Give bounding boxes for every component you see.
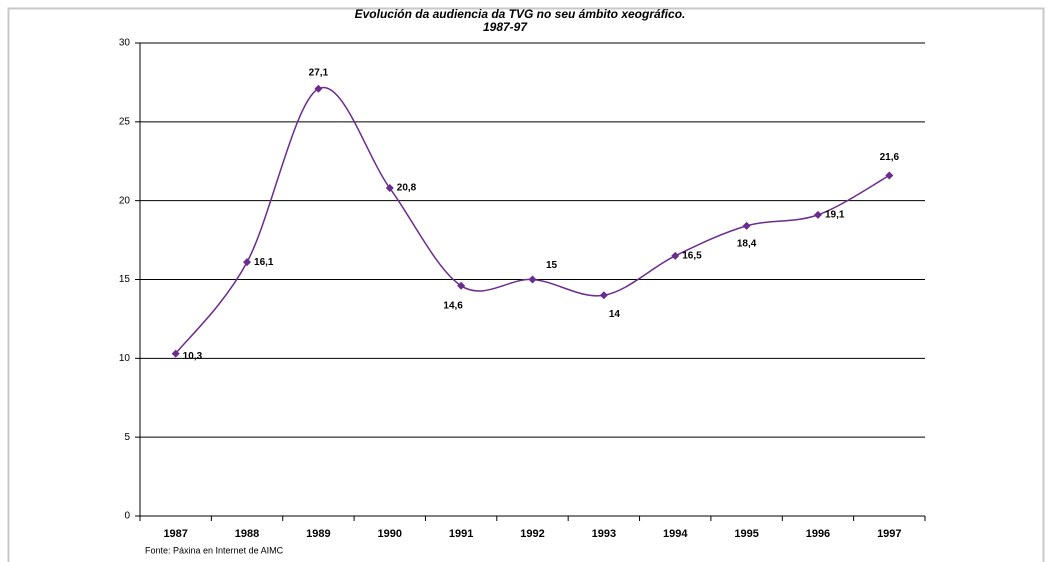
x-tick-label: 1997	[877, 528, 901, 540]
marker	[671, 251, 680, 260]
x-tick-label: 1995	[734, 528, 758, 540]
data-label: 27,1	[309, 67, 329, 78]
y-tick-label: 30	[119, 38, 131, 49]
data-label: 14	[609, 309, 621, 320]
data-label: 18,4	[737, 239, 757, 250]
data-label: 14,6	[443, 300, 463, 311]
marker	[742, 221, 751, 230]
y-tick-label: 20	[119, 195, 131, 206]
line	[175, 86, 890, 355]
data-label: 16,5	[682, 250, 702, 261]
data-label: 20,8	[397, 183, 417, 194]
chart-title: Evolución da audiencia da TVG no seu ámb…	[355, 7, 686, 21]
source-note: Fonte: Páxina en Internet de AIMC	[145, 545, 284, 555]
x-tick-label: 1988	[235, 528, 259, 540]
data-label: 10,3	[183, 351, 203, 362]
data-label: 15	[546, 260, 558, 271]
marker	[171, 349, 180, 358]
y-tick-label: 25	[119, 116, 131, 127]
x-tick-label: 1989	[306, 528, 330, 540]
frame	[7, 7, 1045, 562]
y-tick-label: 5	[124, 432, 130, 443]
chart-subtitle: 1987-97	[483, 20, 528, 34]
y-tick-label: 10	[119, 353, 131, 364]
x-tick-label: 1994	[663, 528, 688, 540]
x-tick-label: 1991	[449, 528, 473, 540]
marker	[885, 171, 894, 180]
data-label: 19,1	[825, 209, 845, 220]
marker	[457, 281, 466, 290]
x-tick-label: 1990	[378, 528, 402, 540]
marker	[243, 258, 252, 267]
data-label: 21,6	[880, 152, 900, 163]
marker	[385, 184, 394, 193]
data-label: 16,1	[254, 257, 274, 268]
y-tick-label: 0	[124, 511, 130, 522]
x-tick-label: 1987	[163, 528, 187, 540]
marker	[314, 84, 323, 93]
x-tick-label: 1996	[806, 528, 830, 540]
marker	[599, 291, 608, 300]
x-tick-label: 1993	[592, 528, 616, 540]
y-tick-label: 15	[119, 274, 131, 285]
marker	[813, 210, 822, 219]
x-tick-label: 1992	[520, 528, 544, 540]
marker	[528, 275, 537, 284]
